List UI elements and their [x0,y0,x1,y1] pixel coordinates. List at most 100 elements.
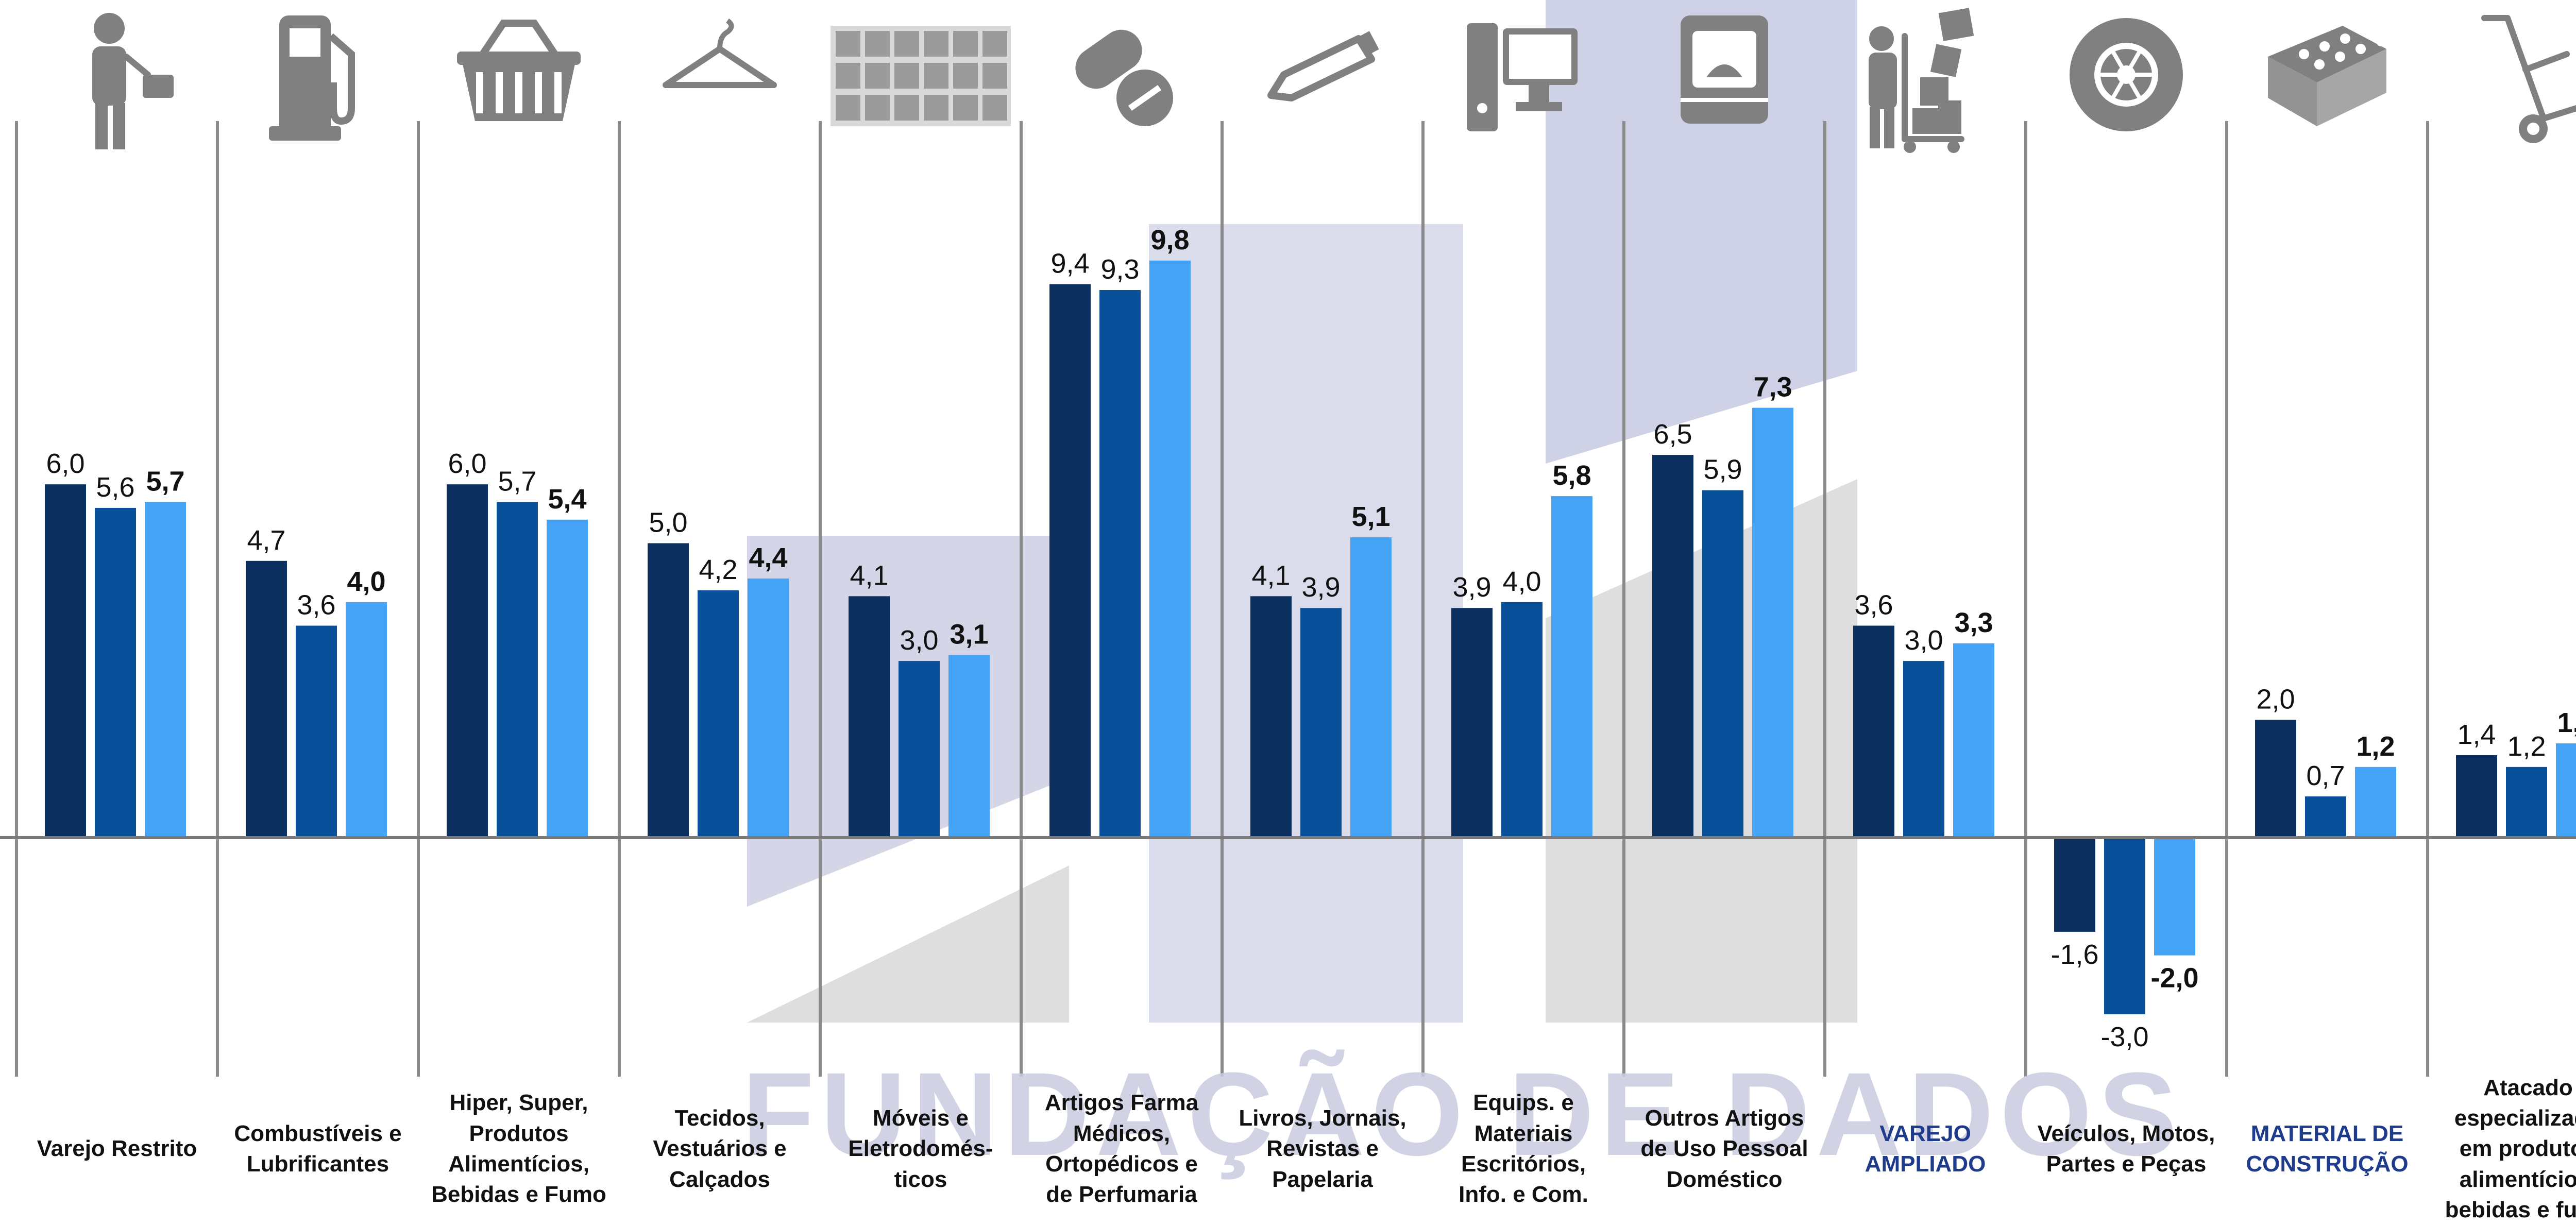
data-label-series1-3: 5,0 [649,507,687,538]
data-label-series1-12: 1,4 [2457,719,2496,750]
watermark-shape-gray [747,865,1069,1023]
data-label-series3-1: 4,0 [347,566,385,597]
tire-icon [2070,18,2183,131]
data-label-series3-9: 3,3 [1954,607,1993,638]
data-label-series3-10: -2,0 [2150,963,2198,994]
bar-series3-5 [1149,260,1191,838]
bar-series1-3 [648,543,689,838]
bar-series1-7 [1451,608,1493,838]
bar-series2-4 [899,661,940,838]
data-label-series2-1: 3,6 [297,590,335,621]
bar-series2-11 [2305,796,2346,838]
data-label-series2-2: 5,7 [498,466,536,497]
bar-series2-5 [1099,290,1141,838]
jewelry-box-icon [1681,15,1768,124]
category-label: Móveis e Eletrodomés- ticos [848,1105,993,1192]
data-label-series1-0: 6,0 [46,448,84,479]
data-label-series1-5: 9,4 [1050,248,1089,279]
data-label-series3-7: 5,8 [1552,460,1591,491]
bar-series1-5 [1049,284,1091,838]
bar-series2-6 [1300,608,1342,838]
bar-series3-10 [2154,838,2195,956]
bar-series1-12 [2456,755,2497,838]
data-label-series2-6: 3,9 [1301,572,1340,603]
bar-series2-8 [1702,490,1743,838]
data-label-series1-11: 2,0 [2256,684,2295,714]
brick-icon [2268,26,2386,126]
data-label-series1-8: 6,5 [1653,419,1692,450]
bar-series3-11 [2355,767,2396,838]
bar-series2-10 [2104,838,2145,1014]
bar-series3-2 [547,519,588,838]
category-label: Veículos, Motos, Partes e Peças [2037,1120,2215,1177]
data-label-series2-11: 0,7 [2306,760,2345,791]
data-label-series2-9: 3,0 [1904,625,1943,656]
hanger-icon [663,18,777,88]
bar-series1-6 [1250,596,1292,838]
shopping-basket-icon [457,20,581,121]
bar-series3-6 [1350,537,1392,838]
bar-series1-10 [2054,838,2095,932]
bar-series3-0 [145,502,186,838]
category-label: Combustíveis e Lubrificantes [234,1120,402,1177]
bar-series2-1 [296,625,337,838]
bar-series3-1 [346,602,387,838]
data-label-series1-1: 4,7 [247,525,285,556]
category-label: Livros, Jornais, Revistas e Papelaria [1239,1105,1406,1192]
computer-icon [1467,23,1578,131]
bar-series2-3 [698,590,739,838]
data-label-series3-8: 7,3 [1753,372,1792,403]
data-label-series3-0: 5,7 [146,466,184,497]
data-label-series2-12: 1,2 [2507,731,2546,762]
bar-series2-12 [2506,767,2547,838]
category-label: Tecidos, Vestuários e Calçados [653,1105,787,1192]
data-label-series3-6: 5,1 [1351,501,1390,532]
bar-series3-12 [2556,743,2576,838]
data-label-series3-11: 1,2 [2356,731,2395,762]
shopper-basket-icon [92,13,174,149]
bar-series3-9 [1953,643,1994,838]
data-label-series1-2: 6,0 [448,448,486,479]
data-label-series2-10: -3,0 [2100,1022,2148,1052]
bar-series2-2 [497,502,538,838]
data-label-series1-7: 3,9 [1452,572,1491,603]
bar-series2-7 [1501,602,1543,838]
bar-series2-9 [1903,661,1944,838]
data-label-series1-6: 4,1 [1251,560,1290,591]
data-label-series3-12: 1,6 [2557,707,2576,738]
data-label-series1-9: 3,6 [1854,590,1893,621]
bar-series1-0 [45,484,86,838]
category-label: Hiper, Super, Produtos Alimentícios, Beb… [431,1090,606,1207]
category-label: Atacado especializado em produtos alimen… [2445,1075,2576,1223]
data-label-series3-3: 4,4 [749,542,787,573]
data-label-series1-4: 4,1 [850,560,888,591]
data-label-series3-5: 9,8 [1150,225,1189,256]
bar-series1-11 [2255,720,2296,838]
pills-icon [1075,29,1173,126]
bar-series1-9 [1853,625,1894,838]
bar-series1-4 [849,596,890,838]
bar-series3-7 [1551,496,1592,838]
category-label: Equips. e Materiais Escritórios, Info. e… [1459,1090,1588,1207]
bar-series1-8 [1652,455,1693,838]
data-label-series2-8: 5,9 [1703,454,1742,485]
category-label: VAREJO AMPLIADO [1865,1120,1986,1177]
category-label: Outros Artigos de Uso Pessoal Doméstico [1640,1105,1808,1192]
bar-series1-1 [246,560,287,838]
bar-series3-3 [748,579,789,838]
hand-truck-icon [2481,15,2576,143]
data-label-series2-4: 3,0 [900,625,938,656]
hand-truck-boxes-icon [1869,8,1974,153]
bar-series3-4 [948,655,990,838]
data-label-series2-7: 4,0 [1502,566,1541,597]
data-label-series2-5: 9,3 [1100,254,1139,285]
data-label-series2-3: 4,2 [699,554,737,585]
data-label-series3-2: 5,4 [548,484,586,515]
bar-series1-2 [447,484,488,838]
data-label-series3-4: 3,1 [950,619,988,650]
category-label: Varejo Restrito [37,1136,197,1162]
data-label-series1-10: -1,6 [2050,939,2098,970]
category-label: Artigos Farma Médicos, Ortopédicos e de … [1044,1090,1199,1207]
